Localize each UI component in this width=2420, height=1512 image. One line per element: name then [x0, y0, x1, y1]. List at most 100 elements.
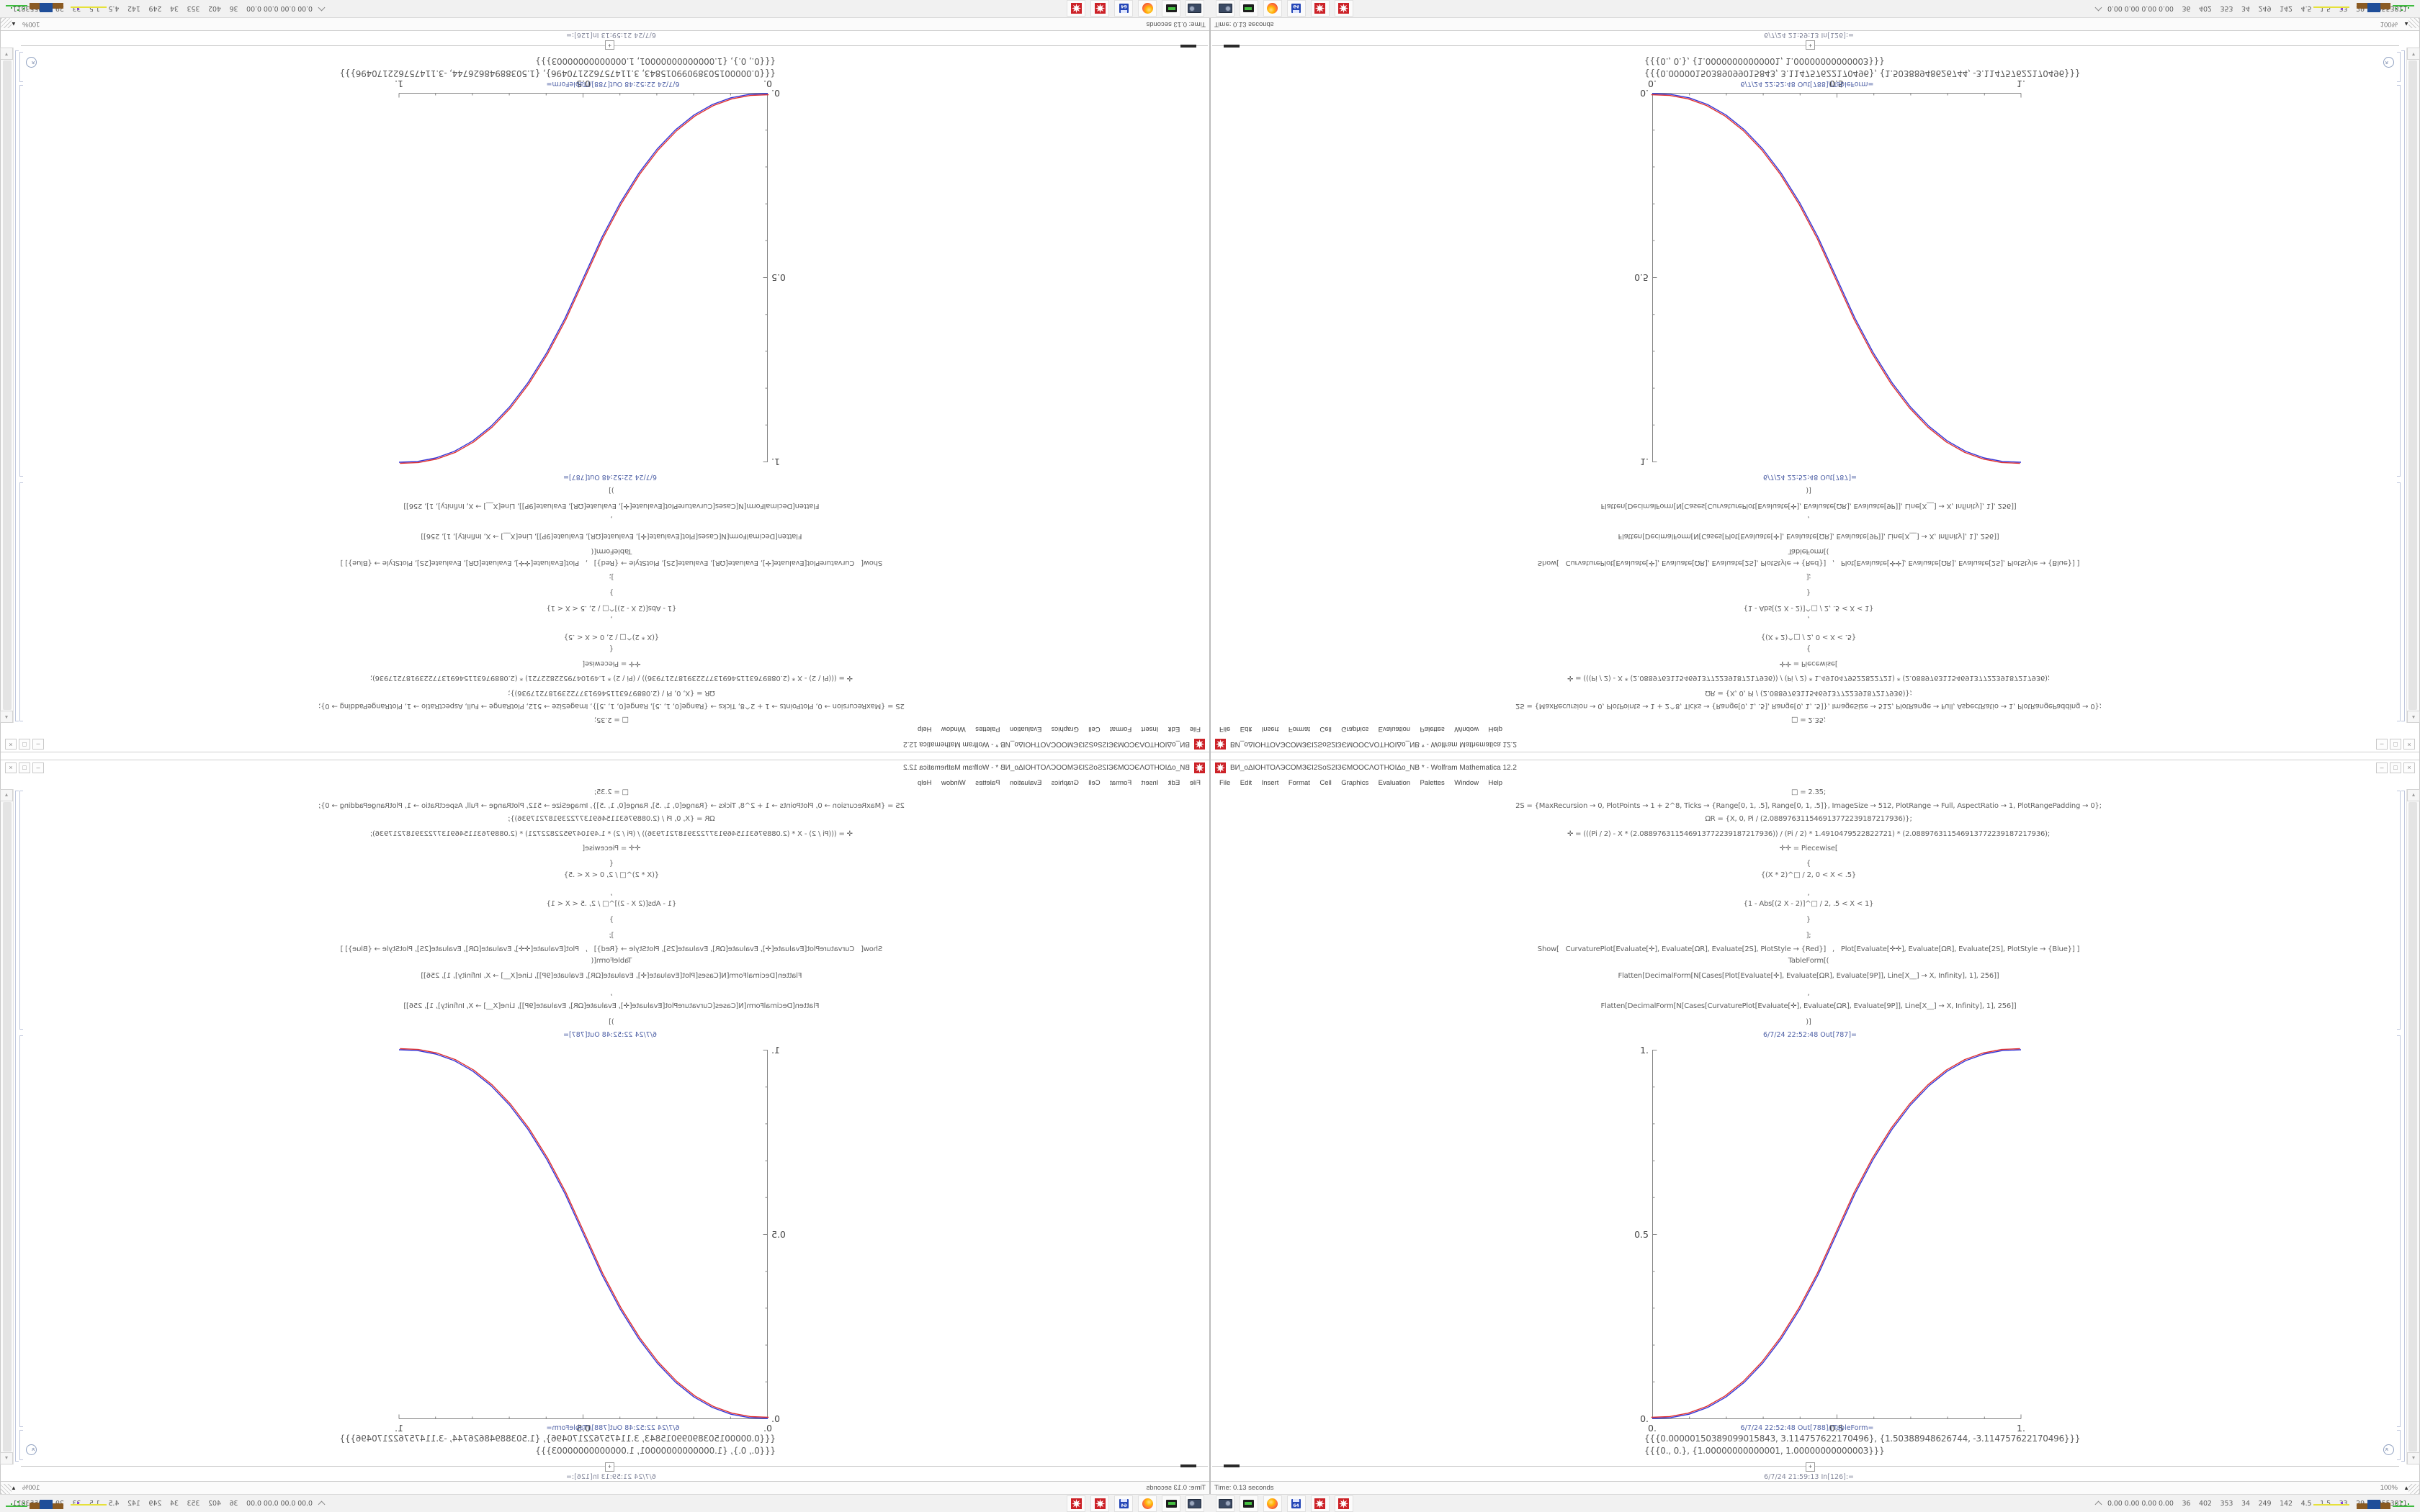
menu-item-window[interactable]: Window	[1454, 725, 1479, 733]
scrollbar-thumb[interactable]	[3, 60, 12, 710]
cell-group-bracket[interactable]	[2401, 791, 2405, 1462]
vertical-scrollbar[interactable]: ▴ ▾	[0, 789, 14, 1464]
input-cell-bracket[interactable]	[2397, 482, 2401, 721]
menu-item-evaluation[interactable]: Evaluation	[1378, 725, 1411, 733]
insert-cell-button[interactable]: +	[1806, 1462, 1815, 1472]
close-button[interactable]: ×	[2403, 762, 2415, 773]
close-button[interactable]: ×	[2403, 739, 2415, 750]
floppy-64-icon[interactable]: 64	[1287, 0, 1306, 17]
disk-tool-icon[interactable]	[1240, 1495, 1258, 1512]
scroll-down-icon[interactable]: ▾	[2407, 1452, 2420, 1464]
insert-cell-button[interactable]: +	[1806, 40, 1815, 50]
output-cell-bracket-2[interactable]	[19, 52, 23, 82]
display-settings-icon[interactable]	[1186, 1495, 1204, 1512]
magnification-value[interactable]: 100%	[22, 1484, 40, 1492]
menu-item-palettes[interactable]: Palettes	[1420, 779, 1445, 787]
mathematica-taskbar-icon-2[interactable]	[1335, 0, 1353, 17]
maximize-button[interactable]: □	[19, 739, 30, 750]
scrollbar-thumb[interactable]	[2408, 802, 2417, 1452]
mathematica-taskbar-icon[interactable]	[1090, 0, 1109, 17]
menu-item-insert[interactable]: Insert	[1141, 779, 1159, 787]
input-cell-bracket[interactable]	[19, 482, 23, 721]
vertical-scrollbar[interactable]: ▴ ▾	[2406, 789, 2420, 1464]
display-settings-icon[interactable]	[1216, 1495, 1234, 1512]
insert-cell-button[interactable]: +	[605, 1462, 614, 1472]
output-cell-bracket-2[interactable]	[2397, 52, 2401, 82]
magnification-control[interactable]: 100% ▲	[11, 20, 40, 28]
menu-item-file[interactable]: File	[1219, 779, 1231, 787]
output-cell-bracket[interactable]	[19, 85, 23, 477]
menu-item-edit[interactable]: Edit	[1240, 725, 1252, 733]
mathematica-taskbar-icon-2[interactable]	[1067, 1495, 1085, 1512]
floppy-64-icon[interactable]: 64	[1287, 1495, 1306, 1512]
resize-grip[interactable]	[1, 1484, 12, 1495]
menu-item-format[interactable]: Format	[1288, 725, 1310, 733]
output-cell-bracket[interactable]	[2397, 1035, 2401, 1427]
menu-item-cell[interactable]: Cell	[1319, 779, 1332, 787]
cell-group-bracket[interactable]	[15, 50, 19, 721]
scroll-down-icon[interactable]: ▾	[0, 48, 13, 60]
cell-group-bracket[interactable]	[15, 791, 19, 1462]
minimize-button[interactable]: –	[32, 762, 44, 773]
menu-item-edit[interactable]: Edit	[1168, 725, 1180, 733]
group-toggle-icon[interactable]: «	[26, 1444, 37, 1455]
minimize-button[interactable]: –	[2376, 739, 2388, 750]
menu-item-window[interactable]: Window	[1454, 779, 1479, 787]
titlebar[interactable]: ВИ_оΔІОНТОΛЭСОМЗЄІ2ЅоЅ2ІЗЄМООСΛОТНОІΔо_N…	[1, 760, 1209, 776]
menu-item-file[interactable]: File	[1189, 779, 1201, 787]
firefox-icon[interactable]	[1263, 0, 1282, 17]
titlebar[interactable]: ВИ_оΔІОНТОΛЭСОМЗЄІ2ЅоЅ2ІЗЄМООСΛОТНОІΔо_N…	[1211, 736, 2419, 752]
resize-grip[interactable]	[2408, 1484, 2419, 1495]
menu-item-edit[interactable]: Edit	[1168, 779, 1180, 787]
close-button[interactable]: ×	[5, 762, 17, 773]
magnification-control[interactable]: 100% ▲	[11, 1484, 40, 1492]
scrollbar-thumb[interactable]	[2408, 60, 2417, 710]
cell-insertion-line[interactable]	[21, 45, 1208, 46]
maximize-button[interactable]: □	[2390, 739, 2401, 750]
insert-cell-button[interactable]: +	[605, 40, 614, 50]
tray-chevron-icon[interactable]	[318, 1500, 326, 1508]
firefox-icon[interactable]	[1138, 1495, 1157, 1512]
disk-tool-icon[interactable]	[1162, 1495, 1180, 1512]
menu-item-insert[interactable]: Insert	[1261, 779, 1279, 787]
menu-item-edit[interactable]: Edit	[1240, 779, 1252, 787]
mathematica-taskbar-icon[interactable]	[1311, 1495, 1330, 1512]
magnification-value[interactable]: 100%	[2380, 1484, 2398, 1492]
group-toggle-icon[interactable]: «	[26, 57, 37, 68]
vertical-scrollbar[interactable]: ▴ ▾	[2406, 48, 2420, 723]
menu-item-window[interactable]: Window	[941, 725, 966, 733]
scroll-down-icon[interactable]: ▾	[0, 1452, 13, 1464]
menu-item-evaluation[interactable]: Evaluation	[1378, 779, 1411, 787]
minimize-button[interactable]: –	[32, 739, 44, 750]
scroll-up-icon[interactable]: ▴	[0, 711, 13, 723]
minimize-button[interactable]: –	[2376, 762, 2388, 773]
disk-tool-icon[interactable]	[1162, 0, 1180, 17]
menu-item-cell[interactable]: Cell	[1319, 725, 1332, 733]
output-cell-bracket-2[interactable]	[19, 1430, 23, 1460]
floppy-64-icon[interactable]: 64	[1114, 1495, 1133, 1512]
maximize-button[interactable]: □	[19, 762, 30, 773]
titlebar[interactable]: ВИ_оΔІОНТОΛЭСОМЗЄІ2ЅоЅ2ІЗЄМООСΛОТНОІΔо_N…	[1211, 760, 2419, 776]
menu-item-file[interactable]: File	[1219, 725, 1231, 733]
menu-item-graphics[interactable]: Graphics	[1341, 779, 1369, 787]
display-settings-icon[interactable]	[1216, 0, 1234, 17]
menu-item-format[interactable]: Format	[1110, 779, 1132, 787]
magnification-dropdown-icon[interactable]: ▲	[11, 1485, 17, 1491]
menu-item-insert[interactable]: Insert	[1261, 725, 1279, 733]
menu-item-help[interactable]: Help	[1488, 779, 1503, 787]
menu-item-palettes[interactable]: Palettes	[1420, 725, 1445, 733]
scroll-up-icon[interactable]: ▴	[2407, 711, 2420, 723]
output-cell-bracket[interactable]	[2397, 85, 2401, 477]
scroll-up-icon[interactable]: ▴	[0, 789, 13, 801]
menu-item-file[interactable]: File	[1189, 725, 1201, 733]
resize-grip[interactable]	[1, 17, 12, 28]
menu-item-graphics[interactable]: Graphics	[1051, 725, 1079, 733]
mathematica-taskbar-icon[interactable]	[1090, 1495, 1109, 1512]
mathematica-taskbar-icon[interactable]	[1311, 0, 1330, 17]
menu-item-graphics[interactable]: Graphics	[1051, 779, 1079, 787]
tray-chevron-icon[interactable]	[2094, 4, 2102, 12]
menu-item-insert[interactable]: Insert	[1141, 725, 1159, 733]
magnification-dropdown-icon[interactable]: ▲	[2403, 1485, 2409, 1491]
menu-item-cell[interactable]: Cell	[1088, 779, 1101, 787]
floppy-64-icon[interactable]: 64	[1114, 0, 1133, 17]
